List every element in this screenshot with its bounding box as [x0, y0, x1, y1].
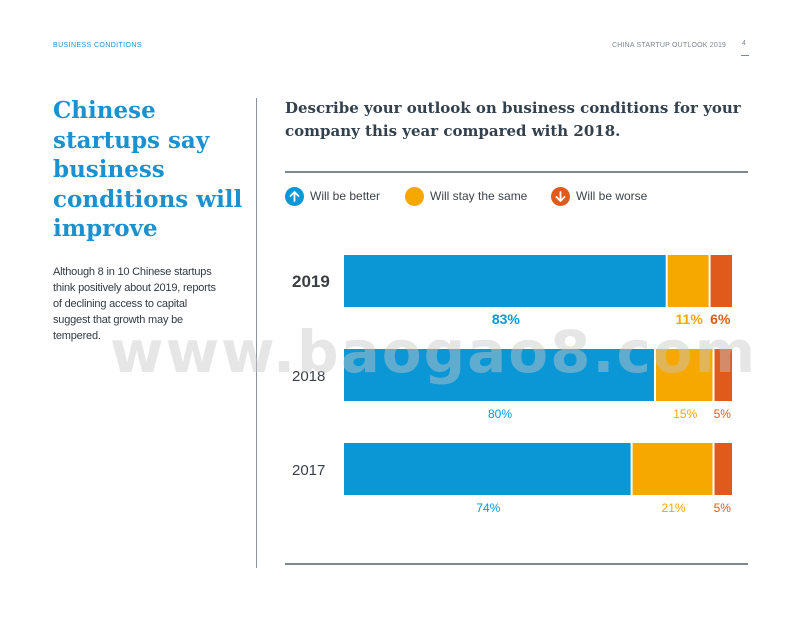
bar-2018-same: [656, 349, 713, 401]
bar-2017-worse: [714, 443, 732, 495]
page-number-underline: [741, 55, 749, 56]
legend-label-worse: Will be worse: [576, 189, 648, 203]
body-text: Although 8 in 10 Chinese startups think …: [53, 266, 216, 342]
report-name: CHINA STARTUP OUTLOOK 2019: [612, 42, 727, 49]
year-label-2017: 2017: [292, 462, 325, 479]
value-label-2019-same: 11%: [676, 311, 704, 327]
bar-2017-better: [344, 443, 631, 495]
arrow-up-icon: [285, 186, 304, 206]
value-label-2019-better: 83%: [492, 311, 521, 327]
vertical-divider: [256, 98, 257, 568]
legend-item-worse: Will be worse: [551, 185, 647, 207]
legend-label-same: Will stay the same: [430, 189, 528, 203]
bar-2017-same: [632, 443, 713, 495]
legend-label-better: Will be better: [310, 189, 381, 203]
value-label-2017-same: 21%: [662, 501, 686, 515]
value-label-2018-better: 80%: [488, 407, 512, 421]
arrow-down-icon: [551, 186, 570, 206]
chart-title: Describe your outlook on business condit…: [285, 99, 741, 140]
year-label-2018: 2018: [292, 368, 325, 385]
watermark: www.baogao8.com: [110, 318, 758, 386]
bar-2018-worse: [714, 349, 732, 401]
value-label-2017-better: 74%: [476, 501, 500, 515]
legend-item-better: Will be better: [285, 185, 380, 207]
bar-2018-better: [344, 349, 654, 401]
bar-2019-better: [344, 255, 666, 307]
value-label-2019-worse: 6%: [710, 311, 731, 327]
value-label-2018-same: 15%: [673, 407, 697, 421]
bar-2019-same: [667, 255, 709, 307]
top-rule: [285, 171, 748, 173]
value-label-2017-worse: 5%: [714, 501, 732, 515]
headline: Chinese startups say business conditions…: [53, 97, 243, 242]
circle-icon: [405, 186, 424, 206]
year-label-2019: 2019: [292, 272, 330, 291]
legend-item-same: Will stay the same: [405, 185, 527, 207]
section-label: BUSINESS CONDITIONS: [53, 42, 142, 49]
bottom-rule: [285, 563, 748, 565]
page-number: 4: [742, 40, 746, 47]
bar-2019-worse: [710, 255, 732, 307]
value-label-2018-worse: 5%: [714, 407, 732, 421]
